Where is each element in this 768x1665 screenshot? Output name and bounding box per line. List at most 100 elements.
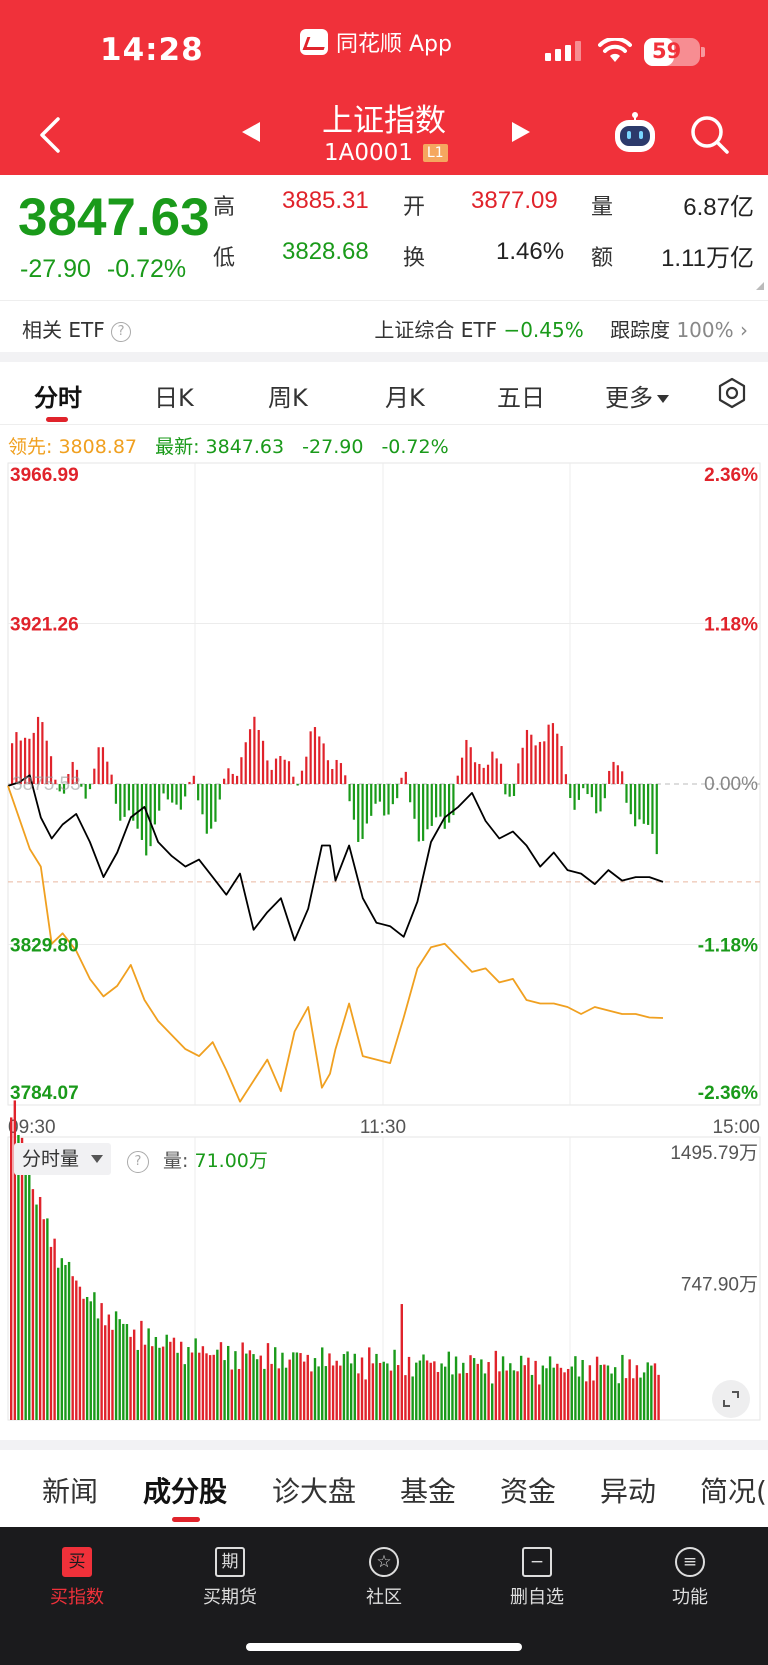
volume-bar-down [274,1347,277,1420]
volume-bar-down [349,1363,353,1420]
search-icon[interactable] [690,115,730,155]
volume-bar-up [10,1117,13,1420]
volume-bar-down [472,1358,476,1420]
legend-last: 最新: 3847.63 [155,436,284,458]
volume-bar-down [284,1367,288,1420]
volume-bar-up [364,1379,367,1420]
volume-bar-down [60,1258,64,1420]
down-breadth-bar [452,784,455,816]
volume-bar-up [360,1357,364,1420]
volume-selector[interactable]: 分时量 [14,1143,112,1175]
tab-weekly-k[interactable]: 周K [268,384,308,412]
volume-bar-down [17,1134,20,1420]
volume-bar-down [234,1351,237,1420]
volume-bar-down [509,1363,512,1420]
volume-bar-down [646,1362,649,1420]
stock-code-text: 1A0001 [324,140,413,166]
volume-bar-up [556,1363,559,1420]
tab-news[interactable]: 新闻 [42,1475,99,1508]
prev-stock-icon[interactable] [240,120,262,144]
community-label: 社区 [366,1587,402,1608]
down-breadth-bar [357,784,360,842]
down-breadth-bar [210,784,213,829]
up-breadth-bar [560,746,563,784]
volume-bar-up [498,1371,501,1420]
down-breadth-bar [387,784,390,815]
up-breadth-bar [300,770,304,784]
volume-bar-down [613,1367,617,1420]
down-breadth-bar [179,784,182,810]
back-icon[interactable] [36,115,64,155]
help-icon[interactable]: ? [111,322,132,342]
buy-index-button[interactable]: 买 买指数 [22,1539,132,1609]
tab-profile[interactable]: 简况( [700,1475,767,1508]
fullscreen-button[interactable] [712,1380,750,1418]
volume-bar-up [538,1384,541,1420]
down-breadth-bar [569,784,572,798]
volume-bar-up [288,1359,291,1420]
tab-daily-k[interactable]: 日K [154,384,194,412]
down-breadth-bar [158,784,161,811]
turnover-value: 1.46% [496,238,565,265]
tab-intraday[interactable]: 分时 [34,384,82,412]
down-breadth-bar [504,784,507,795]
etf-change: −0.45% [503,318,584,342]
page-title: 上证指数 [322,103,446,139]
expand-icon [723,1391,739,1407]
volume-bar-up [595,1356,599,1420]
up-breadth-bar [71,761,74,784]
assistant-robot-icon[interactable] [612,112,658,156]
tab-components[interactable]: 成分股 [143,1475,228,1508]
up-breadth-bar [23,737,27,784]
tab-monthly-k[interactable]: 月K [385,384,425,412]
up-breadth-bar [67,773,70,784]
volume-bar-down [440,1363,443,1420]
up-breadth-bar [309,731,312,784]
up-breadth-bar [223,778,226,784]
volume-bar-down [570,1366,573,1420]
volume-bar-up [190,1352,194,1420]
down-breadth-bar [413,784,416,819]
related-etf-bar[interactable]: 相关 ETF ? 上证综合 ETF −0.45% 跟踪度 100% › [0,300,768,352]
volume-bar-down [444,1366,447,1420]
functions-button[interactable]: ≡ 功能 [635,1539,745,1609]
expand-corner-icon[interactable] [756,282,764,290]
down-breadth-bar [348,784,351,802]
tab-funds[interactable]: 基金 [400,1475,457,1508]
divider [0,1440,768,1450]
buy-futures-button[interactable]: 期 买期货 [175,1539,285,1609]
down-breadth-bar [396,784,399,799]
volume-bar-up [407,1356,411,1420]
volume-bar-down [183,1364,186,1420]
tab-movements[interactable]: 异动 [600,1475,657,1508]
up-breadth-bar [244,742,247,784]
settings-hexagon-icon[interactable] [716,377,748,409]
volume-bar-down [418,1360,422,1420]
volume-bar-up [306,1354,309,1420]
tab-more[interactable]: 更多 [605,378,669,413]
tab-five-day[interactable]: 五日 [497,384,545,412]
down-breadth-bar [84,784,87,799]
volume-bar-down [93,1292,96,1420]
volume-bar-down [227,1345,230,1420]
remove-watchlist-button[interactable]: − 删自选 [482,1539,592,1609]
volume-bar-down [252,1354,255,1420]
tab-diagnosis[interactable]: 诊大盘 [272,1475,357,1508]
up-breadth-bar [469,747,472,784]
tab-capital[interactable]: 资金 [500,1475,557,1508]
volume-help-icon[interactable]: ? [127,1151,149,1173]
community-button[interactable]: ☆ 社区 [329,1539,439,1609]
minus-icon: − [522,1547,552,1577]
up-breadth-bar [551,723,555,784]
next-stock-icon[interactable] [510,120,532,144]
volume-bar-up [559,1367,563,1420]
down-breadth-bar [149,784,152,847]
volume-bar-up [266,1343,270,1420]
down-breadth-bar [508,784,511,797]
volume-bar-up [132,1329,136,1420]
volume-bar-up [328,1353,331,1420]
etf-label: 相关 ETF [22,318,105,342]
intraday-chart[interactable]: 3966.99 3921.26 3829.80 3784.07 2.36% 1.18% 0.… [0,455,768,1430]
volume-bar-up [378,1362,382,1420]
up-breadth-bar [460,757,464,784]
